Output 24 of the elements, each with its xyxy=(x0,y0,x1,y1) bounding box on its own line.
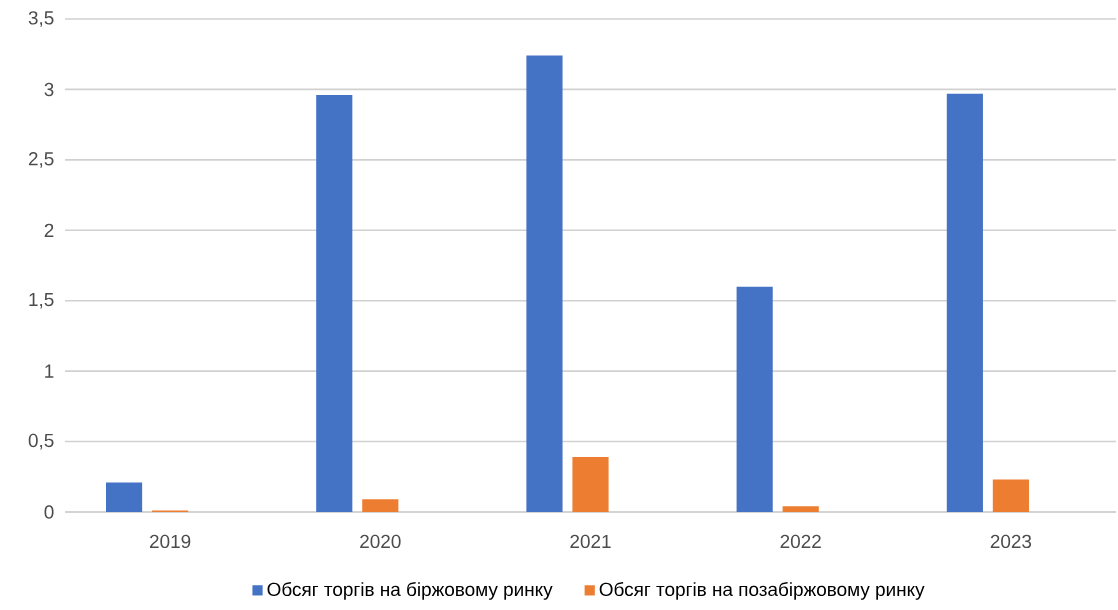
y-tick-label: 1,5 xyxy=(29,292,54,309)
y-tick-label: 0 xyxy=(44,505,54,519)
x-tick-label: 2022 xyxy=(780,534,821,549)
legend-label: Обсяг торгів на біржовому ринку xyxy=(267,582,553,600)
bar xyxy=(946,93,983,512)
y-tick-label: 2,5 xyxy=(28,152,54,168)
bar xyxy=(526,55,563,512)
bar xyxy=(572,457,609,512)
x-tick-label: 2019 xyxy=(149,534,191,549)
bar xyxy=(362,499,399,512)
x-tick-label: 2021 xyxy=(570,534,611,549)
bar xyxy=(782,506,819,512)
y-tick-label: 3,5 xyxy=(28,11,54,27)
bar xyxy=(316,95,353,512)
y-tick-label: 1 xyxy=(45,364,54,378)
y-tick-label: 0,5 xyxy=(28,433,54,450)
x-tick-label: 2020 xyxy=(360,534,401,549)
legend-label: Обсяг торгів на позабіржовому ринку xyxy=(599,582,925,600)
bar xyxy=(736,286,773,512)
x-tick-label: 2023 xyxy=(990,534,1032,549)
bar xyxy=(105,482,143,512)
y-tick-label: 3 xyxy=(44,82,54,97)
bar xyxy=(992,479,1029,512)
y-tick-label: 2 xyxy=(44,223,54,237)
